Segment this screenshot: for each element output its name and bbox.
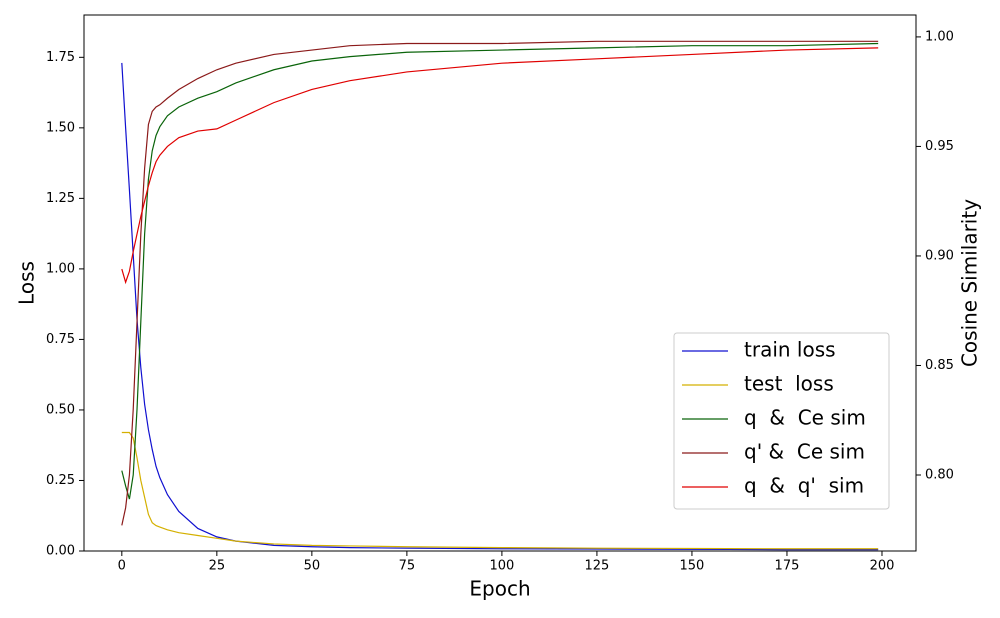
y2-tick-label: 0.80 [925, 467, 954, 482]
y2-axis-label: Cosine Similarity [958, 199, 982, 367]
y-tick-label: 0.75 [46, 332, 75, 347]
y-tick-label: 1.25 [46, 191, 75, 206]
legend-box [673, 332, 890, 510]
y-tick-label: 0.00 [46, 544, 75, 559]
x-tick-label: 200 [870, 559, 895, 574]
y2-tick-label: 0.95 [925, 139, 954, 154]
y2-tick-label: 0.85 [925, 358, 954, 373]
x-tick-label: 125 [585, 559, 610, 574]
plot-frame [83, 14, 917, 552]
x-tick-label: 150 [680, 559, 705, 574]
x-tick-label: 75 [399, 559, 416, 574]
x-tick-label: 0 [118, 559, 126, 574]
series-line [121, 42, 879, 500]
y2-tick-label: 1.00 [925, 29, 954, 44]
y-tick-label: 0.25 [46, 473, 75, 488]
y-tick-label: 1.50 [46, 120, 75, 135]
x-tick-label: 25 [209, 559, 226, 574]
y-tick-label: 1.75 [46, 50, 75, 65]
legend-label: q & q' sim [744, 474, 864, 498]
y-tick-label: 1.00 [46, 261, 75, 276]
y2-tick-label: 0.90 [925, 248, 954, 263]
legend-label: train loss [744, 338, 836, 362]
series-line [121, 40, 879, 526]
x-tick-label: 100 [489, 559, 514, 574]
y-axis-label: Loss [15, 261, 39, 305]
x-tick-label: 50 [304, 559, 321, 574]
series-line [121, 431, 879, 550]
y-tick-label: 0.50 [46, 402, 75, 417]
x-axis-label: Epoch [469, 577, 530, 601]
x-tick-label: 175 [775, 559, 800, 574]
series-line [121, 47, 879, 285]
legend-label: q' & Ce sim [744, 440, 865, 464]
legend-label: test loss [744, 372, 834, 396]
legend-label: q & Ce sim [744, 406, 866, 430]
